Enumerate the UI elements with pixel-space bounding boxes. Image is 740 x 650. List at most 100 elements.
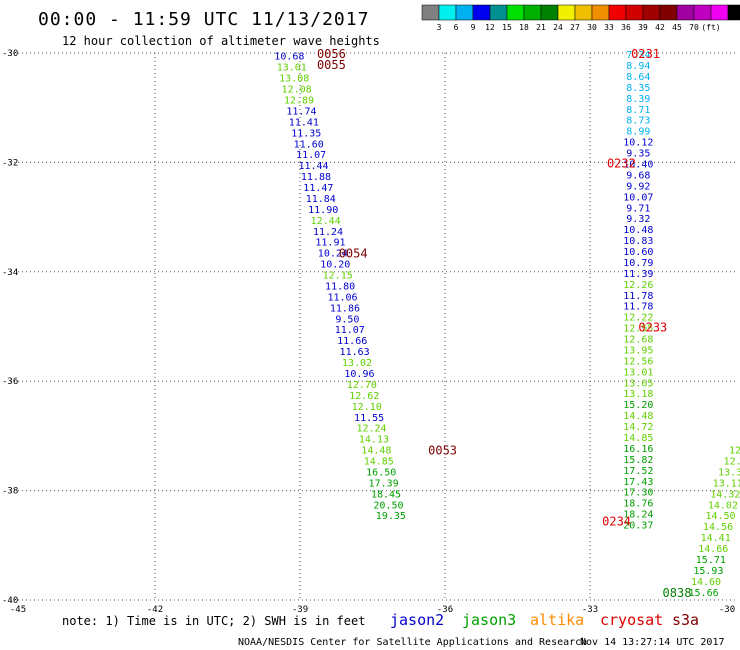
wave-height-value: 10.96 xyxy=(344,369,374,380)
satellite-legend: jason2 jason3 altika cryosat s3a xyxy=(390,611,699,629)
colorbar-swatch xyxy=(659,4,678,21)
y-tick-label: -38 xyxy=(2,487,18,497)
colorbar-swatch xyxy=(540,4,559,21)
wave-height-value: 17.30 xyxy=(623,488,653,499)
wave-height-value: 8.71 xyxy=(626,105,650,116)
colorbar-label: 15 xyxy=(502,23,512,32)
colorbar-swatch xyxy=(642,4,661,21)
wave-height-value: 15.20 xyxy=(623,400,653,411)
y-tick-label: -40 xyxy=(2,596,18,606)
wave-height-value: 8.94 xyxy=(626,61,650,72)
wave-height-value: 13.01 xyxy=(277,63,307,74)
colorbar-swatch xyxy=(710,4,729,21)
wave-height-value: 11.66 xyxy=(337,336,367,347)
pass-time-label: 0056 xyxy=(317,47,346,61)
wave-height-value: 13.65 xyxy=(623,378,653,389)
x-tick-label: -33 xyxy=(582,605,598,615)
colorbar-swatch xyxy=(693,4,712,21)
wave-height-value: 14.32 xyxy=(710,489,740,500)
wave-height-value: 16.16 xyxy=(623,444,653,455)
legend-entry: jason3 xyxy=(462,611,516,629)
wave-height-value: 10.07 xyxy=(623,192,653,203)
pass-time-label: 0231 xyxy=(631,47,660,61)
wave-height-value: 12 xyxy=(729,446,740,457)
colorbar-swatch xyxy=(557,4,576,21)
pass-time-label: 0055 xyxy=(317,58,346,72)
y-tick-label: -36 xyxy=(2,377,18,387)
timestamp-text: Nov 14 13:27:14 UTC 2017 xyxy=(580,637,725,648)
wave-height-value: 18.24 xyxy=(623,510,653,521)
colorbar-swatch xyxy=(574,4,593,21)
wave-height-value: 10.60 xyxy=(623,247,653,258)
wave-height-value: 19.35 xyxy=(376,511,406,522)
wave-height-value: 11.44 xyxy=(298,161,328,172)
wave-height-value: 10.83 xyxy=(623,236,653,247)
wave-height-value: 15.82 xyxy=(623,455,653,466)
wave-height-value: 10.12 xyxy=(623,138,653,149)
colorbar-label: 9 xyxy=(471,23,476,32)
footer-note: note: 1) Time is in UTC; 2) SWH is in fe… xyxy=(62,614,365,628)
wave-height-value: 11.84 xyxy=(306,194,336,205)
wave-height-value: 17.43 xyxy=(623,477,653,488)
wave-height-value: 15.93 xyxy=(693,566,723,577)
wave-height-value: 11.35 xyxy=(291,128,321,139)
wave-height-value: 11.80 xyxy=(325,281,355,292)
colorbar-swatch xyxy=(472,4,491,21)
wave-height-value: 11.47 xyxy=(303,183,333,194)
wave-height-value: 11.86 xyxy=(330,303,360,314)
wave-height-value: 13.01 xyxy=(623,367,653,378)
wave-height-value: 9.50 xyxy=(335,314,359,325)
y-tick-label: -32 xyxy=(2,158,18,168)
colorbar-swatch xyxy=(506,4,525,21)
wave-height-value: 14.48 xyxy=(623,411,653,422)
wave-height-value: 11.07 xyxy=(296,150,326,161)
colorbar-label: 70 xyxy=(689,23,699,32)
colorbar-label: 39 xyxy=(638,23,648,32)
wave-height-value: 14.85 xyxy=(364,457,394,468)
colorbar-label: 30 xyxy=(587,23,597,32)
colorbar-swatch xyxy=(455,4,474,21)
wave-height-value: 12.15 xyxy=(323,271,353,282)
wave-height-value: 8.99 xyxy=(626,127,650,138)
chart-title: 00:00 - 11:59 UTC 11/13/2017 xyxy=(38,9,369,30)
wave-height-value: 11.60 xyxy=(294,139,324,150)
wave-height-value: 8.39 xyxy=(626,94,650,105)
wave-height-value: 14.13 xyxy=(359,435,389,446)
wave-height-value: 11.07 xyxy=(335,325,365,336)
wave-height-value: 15.66 xyxy=(689,588,719,599)
wave-height-value: 13.18 xyxy=(623,389,653,400)
wave-height-value: 11.06 xyxy=(327,292,357,303)
wave-height-value: 14.41 xyxy=(701,533,731,544)
legend-entry: s3a xyxy=(672,611,699,629)
wave-height-value: 11.88 xyxy=(301,172,331,183)
wave-height-value: 8.35 xyxy=(626,83,650,94)
wave-height-value: 15.71 xyxy=(696,555,726,566)
colorbar-label: 3 xyxy=(437,23,442,32)
pass-time-label: 0234 xyxy=(602,515,631,529)
wave-height-value: 11.41 xyxy=(289,117,319,128)
wave-height-value: 7.34 xyxy=(626,50,650,61)
pass-time-label: 0838 xyxy=(663,586,692,600)
x-tick-label: -36 xyxy=(437,605,453,615)
colorbar: 3 6 9 12 15 18 21 24 27 30 33 36 39 42 45 70 (ft) xyxy=(421,4,740,32)
wave-height-value: 11.55 xyxy=(354,413,384,424)
colorbar-label: 45 xyxy=(672,23,682,32)
wave-height-value: 12.62 xyxy=(349,391,379,402)
wave-height-value: 18.76 xyxy=(623,499,653,510)
wave-height-value: 10.24 xyxy=(318,249,348,260)
x-tick-label: -45 xyxy=(10,605,26,615)
colorbar-swatch xyxy=(489,4,508,21)
y-tick-label: -34 xyxy=(2,268,18,278)
legend-entry: altika xyxy=(530,611,584,629)
wave-height-value: 14.60 xyxy=(691,577,721,588)
wave-height-value: 10.68 xyxy=(274,52,304,63)
wave-height-value: 12.26 xyxy=(623,280,653,291)
colorbar-swatch xyxy=(625,4,644,21)
colorbar-label: 42 xyxy=(655,23,665,32)
colorbar-label: 21 xyxy=(536,23,546,32)
wave-height-value: 9.92 xyxy=(626,181,650,192)
chart-subtitle: 12 hour collection of altimeter wave hei… xyxy=(62,34,380,48)
wave-height-value: 13.95 xyxy=(623,345,653,356)
wave-height-value: 9.32 xyxy=(626,214,650,225)
